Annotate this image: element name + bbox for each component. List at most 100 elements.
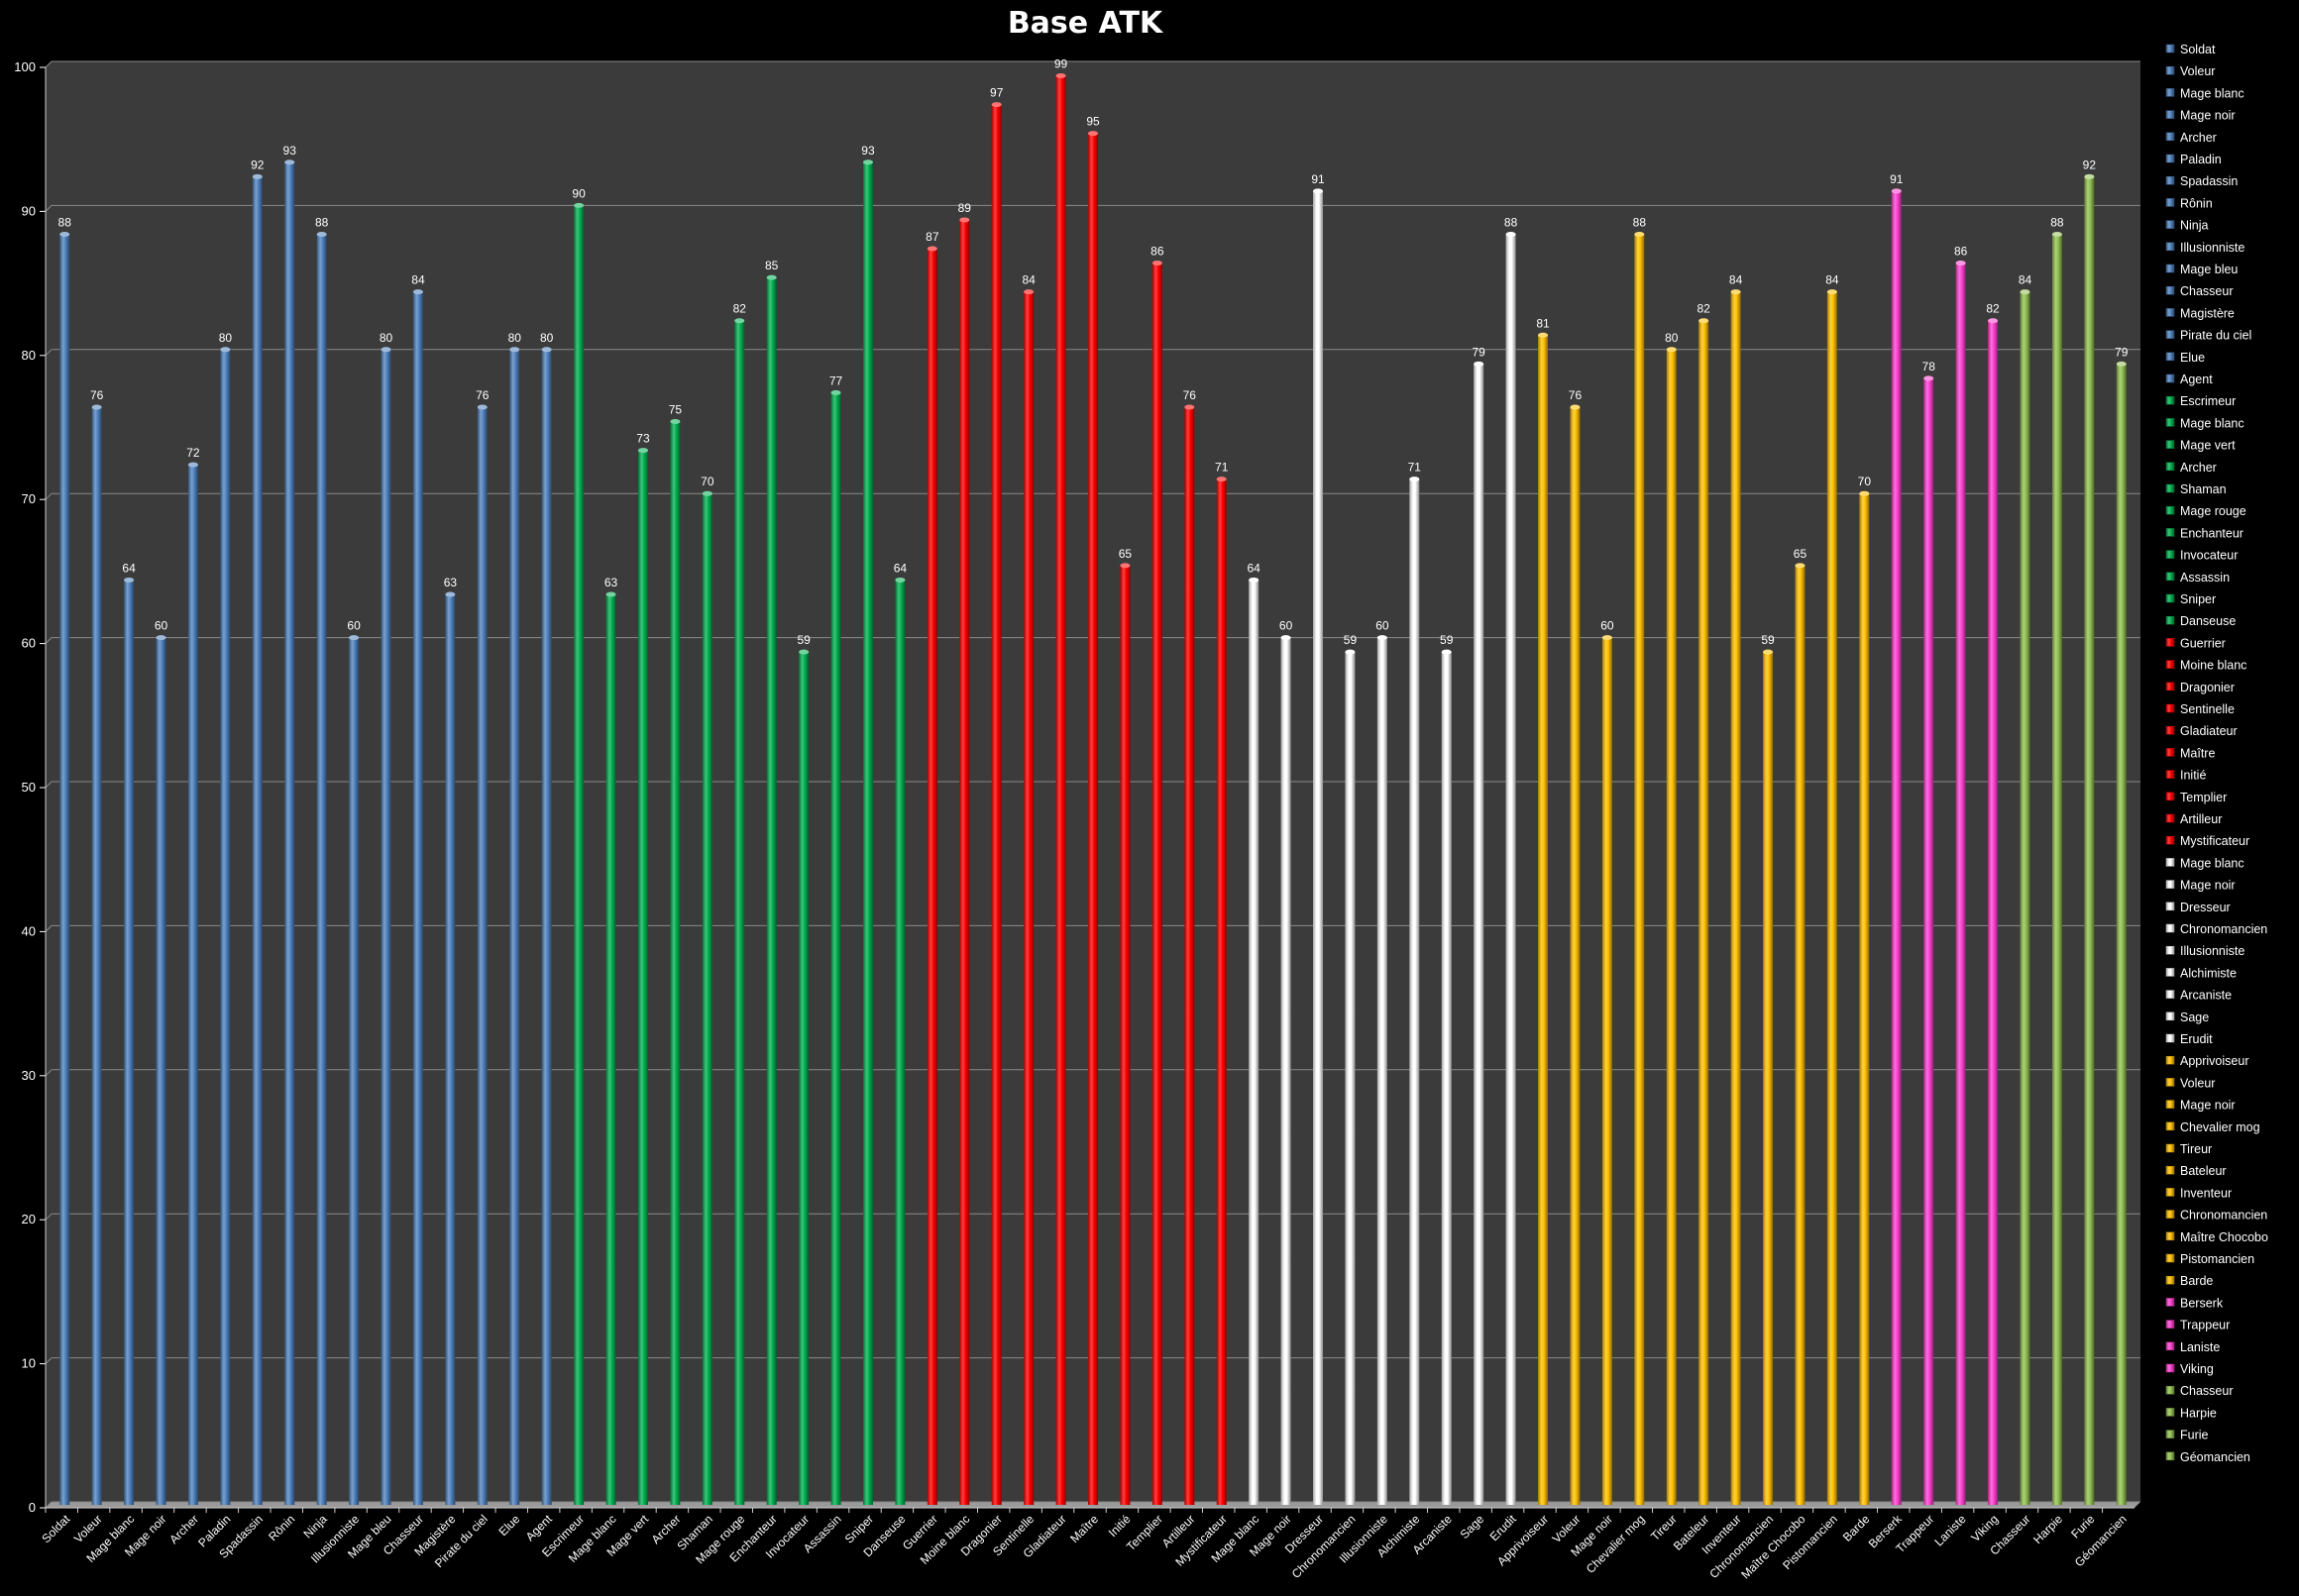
data-label: 60 bbox=[1375, 619, 1389, 633]
bar-cap bbox=[670, 419, 681, 424]
data-label: 60 bbox=[1600, 619, 1614, 633]
gridline-diag bbox=[45, 781, 53, 789]
legend-swatch bbox=[2165, 1385, 2175, 1395]
bar bbox=[1634, 234, 1645, 1506]
bar bbox=[284, 161, 295, 1505]
legend-label: Archer bbox=[2180, 461, 2217, 475]
bar bbox=[252, 176, 263, 1505]
bar bbox=[477, 406, 488, 1506]
bar-cap bbox=[477, 404, 488, 410]
bar bbox=[1859, 493, 1870, 1505]
legend-swatch bbox=[2165, 110, 2175, 119]
legend-swatch bbox=[2165, 660, 2175, 669]
x-tick-label: Templier bbox=[1124, 1512, 1165, 1553]
legend-label: Assassin bbox=[2180, 571, 2230, 585]
legend-label: Bateleur bbox=[2180, 1164, 2227, 1178]
legend-swatch bbox=[2165, 220, 2175, 229]
bar bbox=[991, 104, 1002, 1506]
data-label: 88 bbox=[1504, 215, 1518, 229]
legend-label: Agent bbox=[2180, 372, 2213, 386]
data-label: 82 bbox=[1986, 302, 2000, 316]
legend-swatch bbox=[2165, 132, 2175, 142]
bar-cap bbox=[316, 231, 327, 237]
bar bbox=[156, 637, 166, 1505]
legend-label: Dragonier bbox=[2180, 681, 2235, 694]
data-label: 84 bbox=[1729, 273, 1743, 287]
bar-cap bbox=[2051, 231, 2062, 237]
gridline-diag bbox=[45, 1357, 53, 1364]
legend-label: Mage rouge bbox=[2180, 504, 2246, 518]
legend-label: Mage noir bbox=[2180, 879, 2236, 893]
bar bbox=[1763, 652, 1774, 1505]
legend-label: Sage bbox=[2180, 1011, 2209, 1024]
bar bbox=[1698, 320, 1709, 1506]
bar-cap bbox=[1795, 563, 1806, 569]
bar bbox=[1345, 652, 1356, 1505]
data-label: 79 bbox=[2115, 345, 2129, 359]
y-tick-label: 50 bbox=[22, 780, 36, 795]
data-label: 71 bbox=[1215, 461, 1229, 475]
x-tick-label: Harpie bbox=[2030, 1512, 2065, 1546]
bar bbox=[1120, 565, 1131, 1505]
bar bbox=[799, 652, 810, 1505]
legend-swatch bbox=[2165, 1341, 2175, 1351]
bar-cap bbox=[1570, 404, 1581, 410]
bar-cap bbox=[766, 274, 777, 280]
bar bbox=[1280, 637, 1291, 1505]
data-label: 81 bbox=[1536, 316, 1550, 330]
legend-swatch bbox=[2165, 528, 2175, 537]
x-tick-label: Rônin bbox=[266, 1512, 297, 1543]
legend-label: Harpie bbox=[2180, 1406, 2217, 1420]
bar-cap bbox=[1601, 635, 1612, 641]
legend-swatch bbox=[2165, 1231, 2175, 1241]
bar-cap bbox=[1120, 563, 1131, 569]
x-tick-label: Soldat bbox=[39, 1512, 72, 1545]
legend-swatch bbox=[2165, 505, 2175, 515]
legend-label: Chasseur bbox=[2180, 284, 2234, 298]
bar-cap bbox=[1376, 635, 1387, 641]
x-tick-label: Furie bbox=[2068, 1512, 2097, 1541]
bar-cap bbox=[1859, 490, 1870, 496]
bar-cap bbox=[1730, 289, 1741, 295]
bar-cap bbox=[1088, 131, 1098, 137]
bar bbox=[1184, 406, 1195, 1506]
bar-cap bbox=[381, 347, 391, 353]
bar bbox=[2116, 364, 2127, 1506]
bar-cap bbox=[1184, 404, 1195, 410]
legend-label: Artilleur bbox=[2180, 812, 2222, 826]
bar-cap bbox=[1280, 635, 1291, 641]
bar-cap bbox=[445, 591, 456, 597]
gridline-diag bbox=[45, 60, 53, 68]
legend-label: Maître Chocobo bbox=[2180, 1230, 2268, 1244]
legend-label: Mage vert bbox=[2180, 439, 2236, 453]
legend-swatch bbox=[2165, 264, 2175, 273]
legend-label: Sniper bbox=[2180, 592, 2216, 606]
legend-label: Chevalier mog bbox=[2180, 1120, 2260, 1134]
legend-label: Soldat bbox=[2180, 43, 2216, 56]
data-label: 59 bbox=[1344, 633, 1358, 647]
bar-cap bbox=[1826, 289, 1837, 295]
data-label: 91 bbox=[1311, 172, 1325, 186]
legend-label: Arcaniste bbox=[2180, 989, 2232, 1003]
data-label: 92 bbox=[251, 158, 265, 171]
legend-label: Dresseur bbox=[2180, 901, 2231, 914]
legend-label: Alchimiste bbox=[2180, 966, 2237, 980]
bar bbox=[2020, 291, 2030, 1505]
bar-cap bbox=[1891, 188, 1902, 194]
gridline-diag bbox=[45, 637, 53, 644]
data-label: 89 bbox=[958, 201, 972, 215]
bar bbox=[316, 234, 327, 1506]
legend-label: Géomancien bbox=[2180, 1450, 2250, 1464]
data-label: 91 bbox=[1890, 172, 1904, 186]
bar-cap bbox=[156, 635, 166, 641]
bar bbox=[670, 421, 681, 1505]
legend-swatch bbox=[2165, 1363, 2175, 1373]
legend-label: Viking bbox=[2180, 1362, 2214, 1376]
legend-label: Voleur bbox=[2180, 1076, 2215, 1090]
x-tick-label: Ninja bbox=[301, 1512, 330, 1541]
legend-label: Templier bbox=[2180, 791, 2227, 804]
legend-swatch bbox=[2165, 770, 2175, 779]
bar-cap bbox=[605, 591, 616, 597]
legend-swatch bbox=[2165, 1320, 2175, 1329]
legend-swatch bbox=[2165, 418, 2175, 427]
